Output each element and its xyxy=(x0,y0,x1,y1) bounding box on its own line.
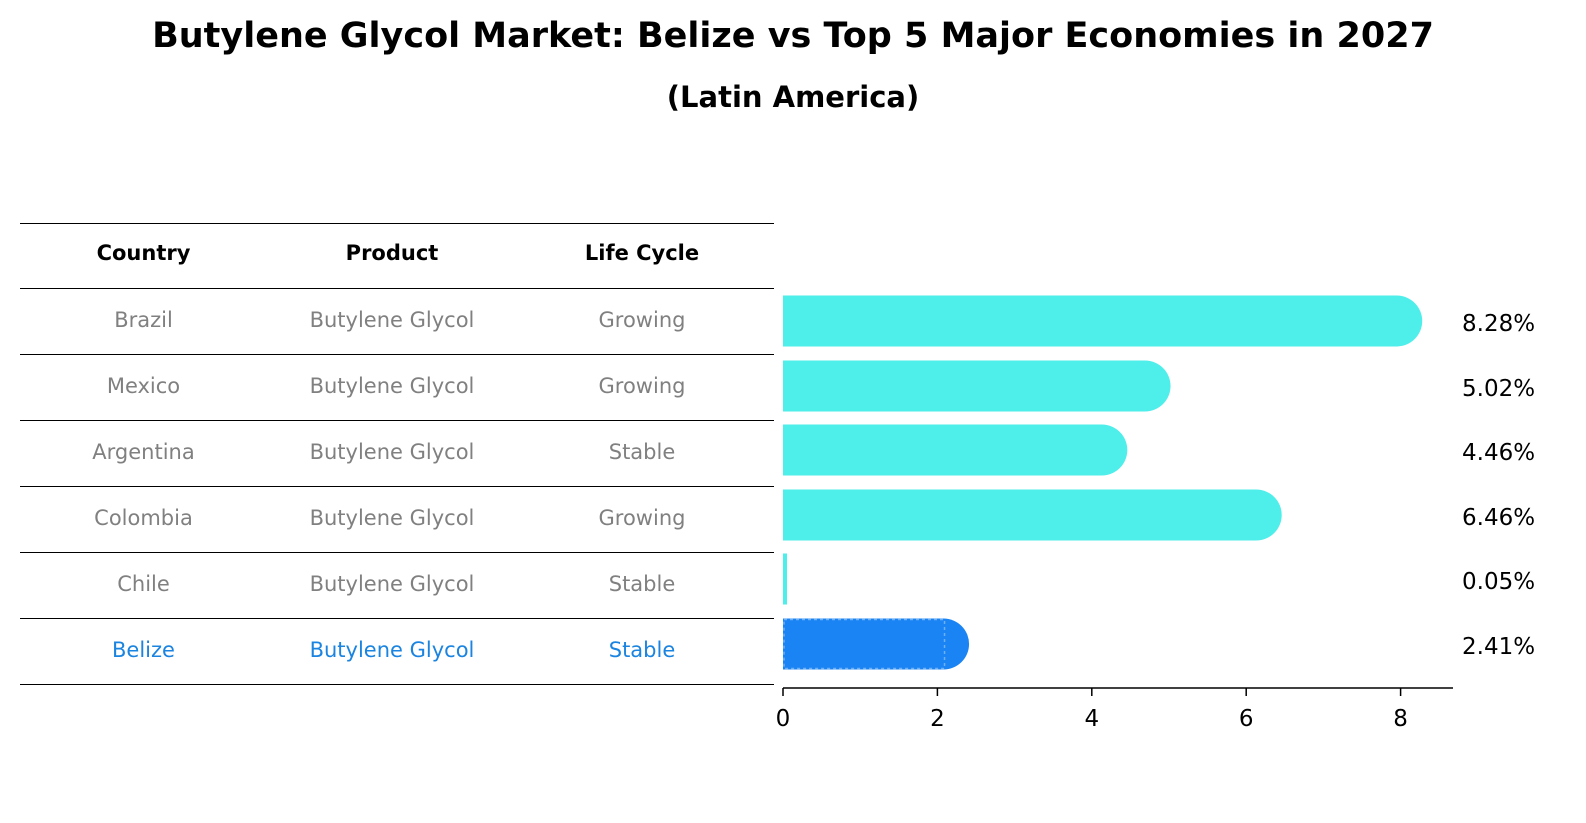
cell-life-cycle: Growing xyxy=(598,374,686,398)
table-rule xyxy=(20,288,774,289)
cell-life-cycle: Stable xyxy=(608,638,676,662)
x-tick-label: 8 xyxy=(1393,706,1408,732)
cell-product: Butylene Glycol xyxy=(309,506,475,530)
bar-value-label: 6.46% xyxy=(1462,505,1535,531)
header-life-cycle: Life Cycle xyxy=(584,241,700,265)
table-rule xyxy=(20,684,774,685)
table-rule xyxy=(20,618,774,619)
cell-country: Colombia xyxy=(94,506,193,530)
bar-colombia xyxy=(783,489,1282,541)
bar-value-label: 8.28% xyxy=(1462,311,1535,337)
bar-mexico xyxy=(783,360,1171,412)
cell-product: Butylene Glycol xyxy=(309,572,475,596)
bar-value-label: 4.46% xyxy=(1462,440,1535,466)
table-rule xyxy=(20,552,774,553)
bar-highlight-outline xyxy=(783,618,946,670)
x-tick-label: 0 xyxy=(776,706,791,732)
cell-country: Mexico xyxy=(106,374,181,398)
cell-life-cycle: Growing xyxy=(598,308,686,332)
chart-title: Butylene Glycol Market: Belize vs Top 5 … xyxy=(152,16,1434,56)
table-rule xyxy=(20,420,774,421)
x-tick-label: 2 xyxy=(930,706,945,732)
chart-subtitle: (Latin America) xyxy=(666,80,920,114)
bar-value-label: 0.05% xyxy=(1462,569,1535,595)
x-tick-label: 4 xyxy=(1084,706,1099,732)
table-rule xyxy=(20,486,774,487)
bar-chile xyxy=(783,553,787,605)
cell-country: Chile xyxy=(117,572,170,596)
cell-country: Brazil xyxy=(114,308,173,332)
header-country: Country xyxy=(96,241,191,265)
cell-product: Butylene Glycol xyxy=(309,440,475,464)
bar-value-label: 5.02% xyxy=(1462,376,1535,402)
bar-brazil xyxy=(783,295,1423,347)
cell-product: Butylene Glycol xyxy=(309,638,475,662)
x-tick-label: 6 xyxy=(1239,706,1254,732)
cell-life-cycle: Stable xyxy=(608,440,676,464)
cell-product: Butylene Glycol xyxy=(309,374,475,398)
bar-belize xyxy=(783,618,970,670)
cell-life-cycle: Growing xyxy=(598,506,686,530)
table-rule xyxy=(20,354,774,355)
header-product: Product xyxy=(345,241,439,265)
cell-product: Butylene Glycol xyxy=(309,308,475,332)
bar-argentina xyxy=(783,424,1128,476)
cell-life-cycle: Stable xyxy=(608,572,676,596)
cell-country: Belize xyxy=(112,638,175,662)
table-rule xyxy=(20,223,774,224)
cell-country: Argentina xyxy=(92,440,195,464)
bar-value-label: 2.41% xyxy=(1462,634,1535,660)
